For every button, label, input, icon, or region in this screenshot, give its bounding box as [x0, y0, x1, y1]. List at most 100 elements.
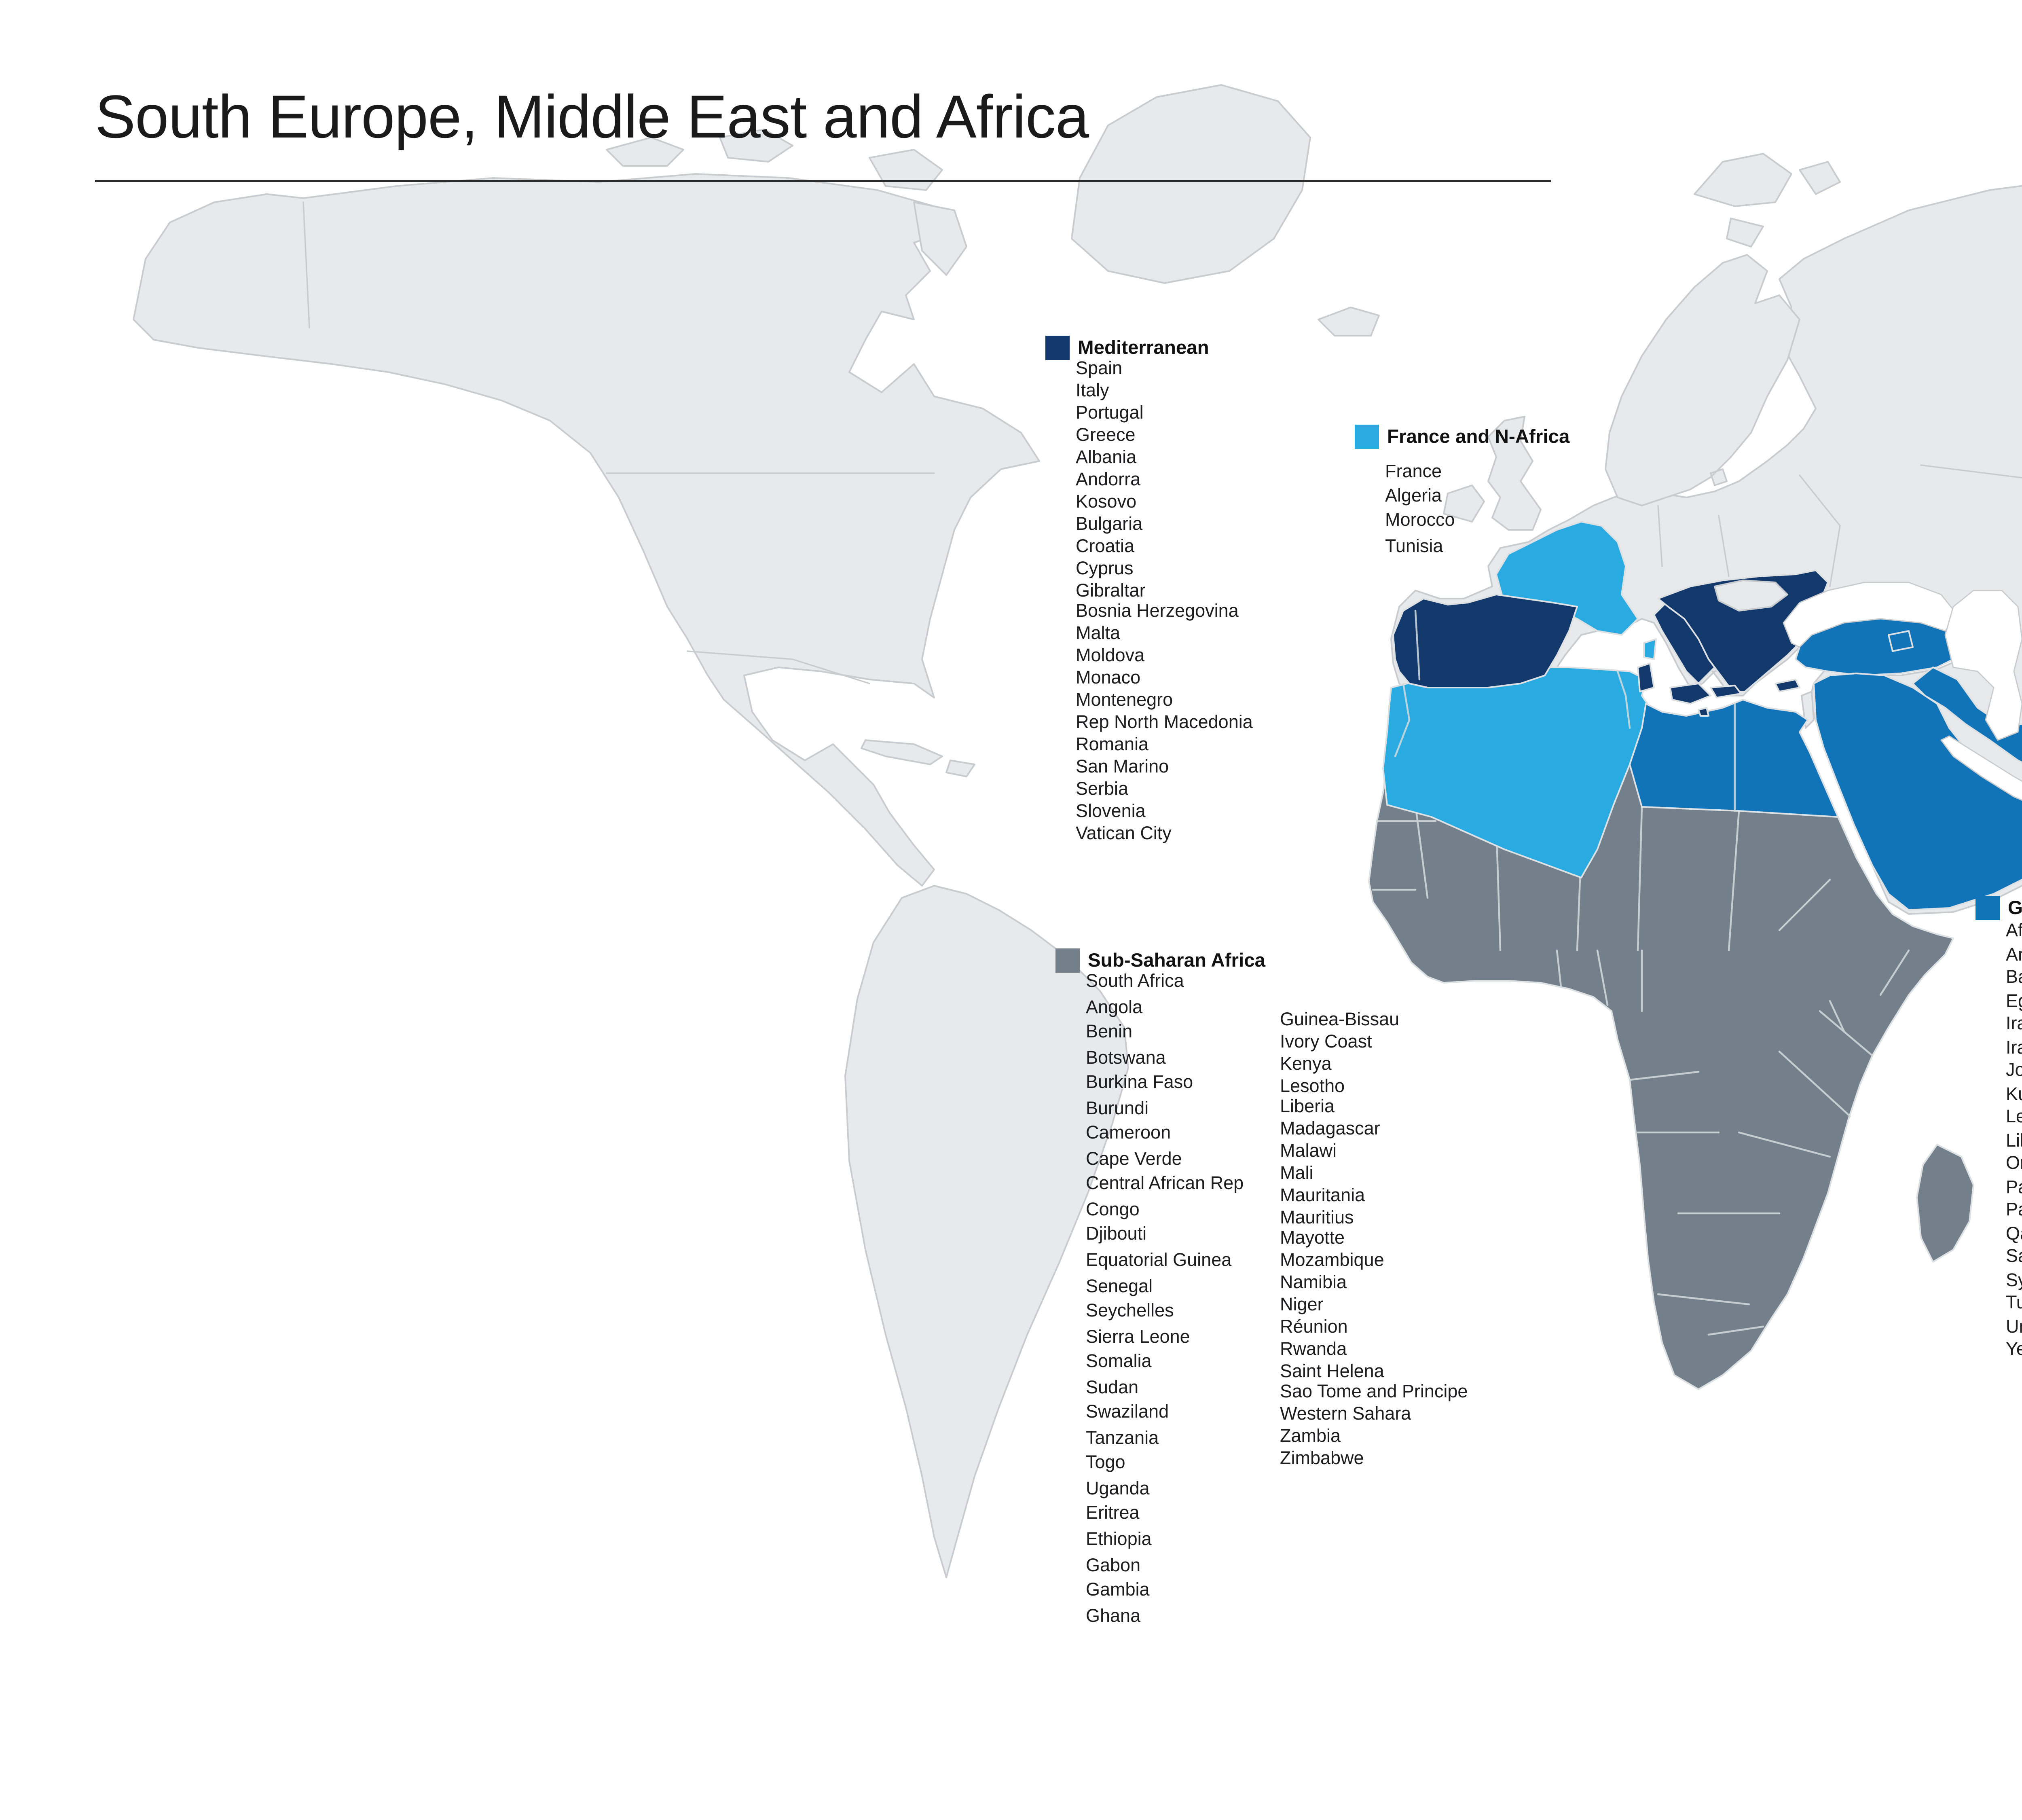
france-n-africa-swatch — [1355, 425, 1379, 449]
greater-middle-east-swatch — [1975, 896, 2000, 920]
legend-country: Rwanda — [1280, 1338, 1347, 1359]
legend-country: Gambia — [1086, 1579, 1150, 1600]
legend-country: Mozambique — [1280, 1250, 1384, 1271]
legend-country: Libia — [2006, 1129, 2022, 1150]
sicily — [1669, 683, 1711, 705]
legend-country: Eritrea — [1086, 1503, 1140, 1524]
legend-country: Croatia — [1076, 535, 1135, 556]
legend-country: Seychelles — [1086, 1300, 1174, 1321]
legend-country: Mali — [1280, 1162, 1313, 1183]
legend-country: Kosovo — [1076, 491, 1137, 511]
legend-country: Ethiopia — [1086, 1529, 1152, 1549]
legend-country: Afghanistan — [2006, 920, 2022, 940]
legend-country: France — [1385, 461, 1442, 481]
legend-country: Palestine — [2006, 1199, 2022, 1219]
legend-country: Saint Helena — [1280, 1360, 1384, 1380]
legend-title: France and N-Africa — [1387, 427, 1570, 449]
legend-country: Mayotte — [1280, 1228, 1345, 1249]
inland-seas — [1783, 582, 2022, 801]
legend-country: Serbia — [1076, 779, 1129, 799]
legend-country: Western Sahara — [1280, 1403, 1411, 1424]
legend-country: United Arab Emirates — [2006, 1315, 2022, 1336]
legend-country: Kenya — [1280, 1053, 1332, 1073]
landmass-north-america — [133, 129, 1040, 887]
legend-country: Mauritania — [1280, 1184, 1365, 1205]
legend-country: Madagascar — [1280, 1119, 1380, 1139]
legend-country-list: Spain Italy Portugal Greece Albania Andorra Ko… — [1076, 358, 1253, 845]
legend-country: Greece — [1076, 424, 1136, 445]
legend-country: Equatorial Guinea — [1086, 1250, 1232, 1270]
legend-country: Cape Verde — [1086, 1148, 1182, 1169]
page-title: South Europe, Middle East and Africa — [95, 85, 1089, 152]
legend-country: Cameroon — [1086, 1123, 1171, 1143]
legend-country: Rep North Macedonia — [1076, 712, 1253, 733]
legend-country: Somalia — [1086, 1351, 1152, 1372]
legend-country: Syria — [2006, 1269, 2022, 1289]
legend-country: Gibraltar — [1076, 579, 1146, 600]
legend-title: Sub-Saharan Africa — [1088, 950, 1266, 973]
iberia — [1392, 594, 1578, 688]
legend-country: Niger — [1280, 1294, 1324, 1314]
legend-country: Réunion — [1280, 1316, 1348, 1337]
legend-country: Ghana — [1086, 1605, 1141, 1625]
legend-country: Albania — [1076, 447, 1137, 467]
legend-country-list: Afghanistan Armenia Bahrain Egypt Iran Iraq Jo… — [2006, 920, 2022, 1362]
sardinia — [1637, 662, 1655, 692]
legend-country: Monaco — [1076, 668, 1141, 688]
legend-country: Gabon — [1086, 1554, 1141, 1575]
iran — [1912, 667, 2022, 764]
legend-country: Lebanon — [2006, 1106, 2022, 1126]
legend-country: Italy — [1076, 380, 1109, 400]
sub-saharan-africa-swatch — [1055, 948, 1080, 973]
legend-country: Saudi Arabia — [2006, 1246, 2022, 1266]
legend-country: Montenegro — [1076, 690, 1173, 711]
legend-country: Namibia — [1280, 1272, 1347, 1293]
legend-country: Zambia — [1280, 1426, 1341, 1446]
legend-country: Portugal — [1076, 402, 1144, 423]
legend-country: Oman — [2006, 1153, 2022, 1173]
legend-title: Mediterranean — [1078, 338, 1209, 360]
legend-country: Sierra Leone — [1086, 1326, 1190, 1346]
legend-country: Morocco — [1385, 510, 1455, 531]
legend-country: Burkina Faso — [1086, 1072, 1193, 1092]
legend-country: Andorra — [1076, 468, 1141, 489]
legend-country: Malawi — [1280, 1141, 1337, 1161]
legend-country: Botswana — [1086, 1047, 1166, 1067]
legend-country: Tunisia — [1385, 535, 1443, 556]
legend-country: Qatar — [2006, 1222, 2022, 1243]
legend-country: Slovenia — [1076, 801, 1146, 821]
legend-title: Greater Middle East — [2008, 898, 2022, 920]
legend-country: Malta — [1076, 624, 1121, 644]
legend-country: Armenia — [2006, 943, 2022, 964]
legend-country: Moldova — [1076, 645, 1145, 666]
legend-country: Mauritius — [1280, 1206, 1354, 1227]
legend-country: Guinea-Bissau — [1280, 1009, 1400, 1029]
crete — [1710, 685, 1742, 698]
legend-country: Turkey — [2006, 1292, 2022, 1312]
legend-country: Sudan — [1086, 1376, 1139, 1397]
legend-country: Burundi — [1086, 1097, 1149, 1118]
balkans — [1657, 569, 1829, 692]
region-france-n-africa — [1382, 521, 1657, 878]
legend-country: Congo — [1086, 1199, 1140, 1219]
legend-country: Angola — [1086, 996, 1143, 1016]
legend-country: Senegal — [1086, 1275, 1153, 1295]
legend-country: Spain — [1076, 358, 1123, 378]
legend-country: Central African Rep — [1086, 1173, 1244, 1194]
legend-country: Zimbabwe — [1280, 1448, 1364, 1468]
landmass-greenland-iceland-svalbard — [1071, 84, 1841, 336]
legend-country: Bosnia Herzegovina — [1076, 601, 1239, 622]
legend-country: Sao Tome and Principe — [1280, 1382, 1468, 1402]
legend-country: South Africa — [1086, 971, 1184, 991]
legend-country: Benin — [1086, 1021, 1133, 1042]
legend-country: Swaziland — [1086, 1402, 1169, 1422]
corsica — [1643, 638, 1657, 660]
libya-egypt — [1629, 699, 1839, 818]
levant-iraq-arabia — [1813, 673, 2022, 911]
legend-country: Uganda — [1086, 1478, 1150, 1498]
legend-country: Iraq — [2006, 1036, 2022, 1057]
legend-country: Togo — [1086, 1452, 1125, 1473]
landmass-south-america — [844, 885, 1129, 1578]
